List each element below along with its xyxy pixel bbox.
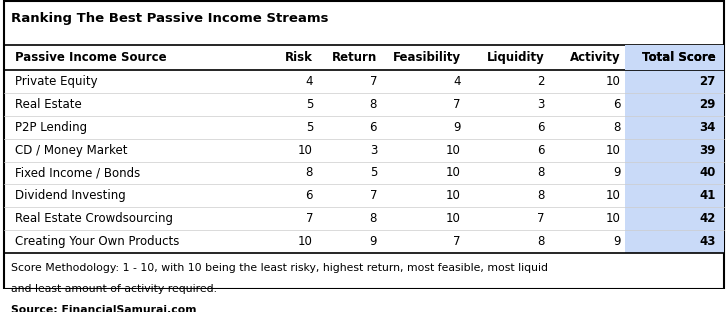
Text: 10: 10 [606, 144, 621, 157]
Text: Dividend Investing: Dividend Investing [15, 189, 125, 202]
Text: 9: 9 [614, 235, 621, 248]
Text: Return: Return [332, 51, 377, 64]
Text: 41: 41 [700, 189, 716, 202]
Bar [625, 116, 724, 139]
Text: 10: 10 [298, 235, 313, 248]
Text: 10: 10 [446, 212, 461, 225]
Text: Private Equity: Private Equity [15, 75, 97, 88]
Text: 6: 6 [537, 144, 545, 157]
Text: Real Estate Crowdsourcing: Real Estate Crowdsourcing [15, 212, 173, 225]
Text: 10: 10 [446, 167, 461, 179]
Text: 3: 3 [537, 98, 545, 111]
Text: Score Methodology: 1 - 10, with 10 being the least risky, highest return, most f: Score Methodology: 1 - 10, with 10 being… [11, 263, 548, 273]
Text: 8: 8 [537, 167, 545, 179]
Text: 6: 6 [537, 121, 545, 134]
Text: 4: 4 [306, 75, 313, 88]
Bar [625, 230, 724, 253]
Text: 2: 2 [537, 75, 545, 88]
Text: 10: 10 [446, 189, 461, 202]
Text: 39: 39 [700, 144, 716, 157]
Bar [625, 139, 724, 162]
Text: Source: FinancialSamurai.com: Source: FinancialSamurai.com [11, 305, 197, 312]
Text: 6: 6 [306, 189, 313, 202]
Text: 4: 4 [454, 75, 461, 88]
Text: 7: 7 [370, 189, 377, 202]
Text: 43: 43 [700, 235, 716, 248]
Text: 5: 5 [306, 98, 313, 111]
Text: 10: 10 [446, 144, 461, 157]
Text: 6: 6 [370, 121, 377, 134]
Bar [625, 70, 724, 93]
Text: 10: 10 [606, 75, 621, 88]
Text: 10: 10 [606, 212, 621, 225]
Text: Fixed Income / Bonds: Fixed Income / Bonds [15, 167, 140, 179]
Text: 10: 10 [606, 189, 621, 202]
Text: 3: 3 [370, 144, 377, 157]
Text: Passive Income Source: Passive Income Source [15, 51, 166, 64]
Text: Creating Your Own Products: Creating Your Own Products [15, 235, 179, 248]
Text: Activity: Activity [570, 51, 621, 64]
Text: Risk: Risk [285, 51, 313, 64]
Text: 29: 29 [700, 98, 716, 111]
Text: 7: 7 [370, 75, 377, 88]
Text: Ranking The Best Passive Income Streams: Ranking The Best Passive Income Streams [11, 12, 328, 25]
Bar [625, 184, 724, 207]
Bar [625, 45, 724, 70]
Text: 5: 5 [370, 167, 377, 179]
Text: 9: 9 [614, 167, 621, 179]
Text: 7: 7 [454, 98, 461, 111]
Text: 6: 6 [614, 98, 621, 111]
Text: 8: 8 [614, 121, 621, 134]
Text: 8: 8 [306, 167, 313, 179]
Text: 7: 7 [454, 235, 461, 248]
Text: Total Score: Total Score [642, 51, 716, 64]
Bar [625, 93, 724, 116]
Text: 9: 9 [454, 121, 461, 134]
Text: 34: 34 [700, 121, 716, 134]
Text: 8: 8 [370, 212, 377, 225]
Text: 27: 27 [700, 75, 716, 88]
Text: 40: 40 [700, 167, 716, 179]
Text: 5: 5 [306, 121, 313, 134]
Text: 7: 7 [537, 212, 545, 225]
Text: 8: 8 [537, 189, 545, 202]
Text: 8: 8 [537, 235, 545, 248]
Text: Liquidity: Liquidity [487, 51, 545, 64]
Text: Total Score: Total Score [642, 51, 716, 64]
Text: P2P Lending: P2P Lending [15, 121, 87, 134]
Text: 9: 9 [370, 235, 377, 248]
Text: 8: 8 [370, 98, 377, 111]
Text: 7: 7 [306, 212, 313, 225]
Bar [625, 162, 724, 184]
Text: Real Estate: Real Estate [15, 98, 82, 111]
Text: Feasibility: Feasibility [392, 51, 461, 64]
Bar [625, 207, 724, 230]
Text: 42: 42 [700, 212, 716, 225]
Text: and least amount of activity required.: and least amount of activity required. [11, 284, 217, 294]
Text: CD / Money Market: CD / Money Market [15, 144, 127, 157]
Text: 10: 10 [298, 144, 313, 157]
